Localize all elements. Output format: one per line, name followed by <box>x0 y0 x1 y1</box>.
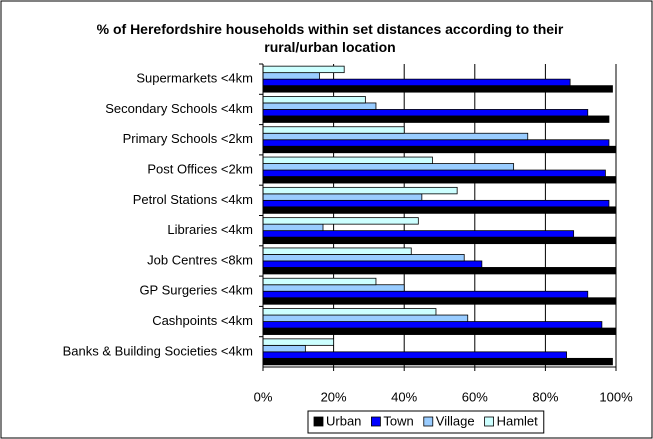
x-tick-label: 40% <box>391 389 417 404</box>
legend-label: Hamlet <box>497 413 539 428</box>
bar <box>262 260 483 268</box>
legend-label: Village <box>436 413 475 428</box>
y-tick-label: Libraries <4km <box>167 222 253 237</box>
bar <box>262 115 610 123</box>
y-tick-label: Banks & Building Societies <4km <box>63 343 253 358</box>
bar <box>262 65 345 74</box>
legend-swatch <box>484 416 494 427</box>
bar <box>262 277 377 286</box>
bar <box>262 338 334 346</box>
bar <box>262 85 613 93</box>
bar <box>262 284 405 292</box>
bar <box>262 72 320 80</box>
y-tick-label: Secondary Schools <4km <box>105 101 253 116</box>
x-tick-label: 100% <box>599 389 633 404</box>
bar <box>262 186 458 195</box>
bar <box>262 176 617 184</box>
x-tick-label: 20% <box>321 389 347 404</box>
bar <box>262 78 571 87</box>
bar <box>262 199 610 208</box>
legend-label: Urban <box>326 413 361 428</box>
legend-swatch <box>371 416 381 427</box>
bar <box>262 169 606 177</box>
y-tick-label: Supermarkets <4km <box>136 71 253 86</box>
x-tick-label: 60% <box>462 389 488 404</box>
bar <box>262 357 613 366</box>
x-tick-label: 0% <box>254 389 273 404</box>
bar <box>262 236 617 245</box>
bar <box>262 297 617 305</box>
bar <box>262 321 603 329</box>
bar <box>262 247 412 255</box>
bar <box>262 223 324 232</box>
bar <box>262 308 437 316</box>
bar <box>262 193 423 201</box>
x-tick-label: 80% <box>532 389 558 404</box>
y-tick-label: Petrol Stations <4km <box>133 192 253 207</box>
y-tick-label: GP Surgeries <4km <box>139 283 253 298</box>
y-tick-label: Job Centres <8km <box>147 252 253 267</box>
bar <box>262 344 306 353</box>
bar <box>262 254 465 262</box>
bar <box>262 132 529 141</box>
bar <box>262 267 617 275</box>
bar <box>262 314 469 322</box>
legend-label: Town <box>383 413 413 428</box>
bar <box>262 109 589 117</box>
legend-swatch <box>423 416 434 427</box>
bar <box>262 96 366 104</box>
bar <box>262 126 405 134</box>
y-tick-label: Cashpoints <4km <box>152 313 253 328</box>
y-tick-label: Primary Schools <2km <box>123 131 253 146</box>
bar <box>262 145 617 154</box>
bar <box>262 351 567 359</box>
y-tick-label: Post Offices <2km <box>147 161 253 176</box>
bar <box>262 102 377 110</box>
bar <box>262 327 617 335</box>
bar <box>262 290 589 299</box>
chart-title: % of Herefordshire households within set… <box>96 21 564 55</box>
bar <box>262 156 433 164</box>
bar <box>262 230 575 238</box>
bar <box>262 139 610 147</box>
legend-swatch <box>313 416 324 427</box>
bar <box>262 217 419 225</box>
bar <box>262 206 617 214</box>
bar <box>262 163 515 171</box>
